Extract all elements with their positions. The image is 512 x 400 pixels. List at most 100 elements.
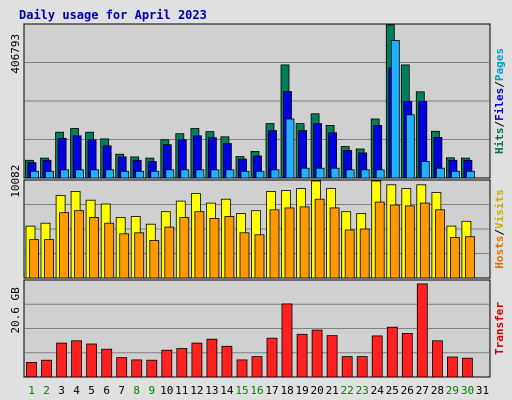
bar-pages-day-22	[345, 169, 355, 179]
x-tick-label-day-19: 19	[295, 384, 308, 397]
bar-transfer-day-22	[341, 356, 353, 378]
bar-pages-day-5	[90, 169, 99, 179]
bar-transfer-day-1	[26, 361, 37, 378]
series-pages	[30, 40, 475, 179]
x-tick-label-day-25: 25	[386, 384, 399, 397]
bar-pages-day-6	[105, 169, 115, 179]
bar-pages-day-19	[300, 167, 310, 179]
bar-transfer-day-9	[146, 359, 158, 378]
x-tick-label-day-13: 13	[205, 384, 218, 397]
bar-hosts-day-18	[284, 207, 295, 279]
bar-transfer-day-20	[311, 329, 323, 378]
panel-visits-ytick-label: 10082	[9, 165, 22, 198]
bar-hosts-day-3	[59, 212, 69, 279]
x-tick-label-day-12: 12	[190, 384, 203, 397]
panel-visits: 10082 Hosts/Visits	[9, 165, 506, 279]
x-tick-label-day-7: 7	[118, 384, 125, 397]
bar-hosts-day-16	[254, 234, 265, 279]
bar-hosts-day-10	[164, 226, 175, 279]
bar-pages-day-13	[210, 169, 220, 179]
bar-hosts-day-23	[359, 228, 370, 279]
x-tick-label-day-29: 29	[446, 384, 459, 397]
x-tick-label-day-30: 30	[461, 384, 474, 397]
bar-pages-day-14	[225, 169, 235, 179]
bar-transfer-day-16	[251, 356, 263, 378]
bar-hosts-day-28	[434, 209, 445, 279]
bar-hosts-day-20	[314, 198, 325, 279]
bar-hosts-day-30	[464, 236, 475, 279]
bar-pages-day-15	[240, 170, 250, 179]
bar-hosts-day-25	[389, 204, 400, 279]
bar-hosts-day-1	[29, 239, 39, 279]
bar-hosts-day-22	[344, 229, 355, 279]
chart-title: Daily usage for April 2023	[19, 8, 207, 22]
bar-pages-day-4	[75, 169, 84, 179]
bar-pages-day-27	[420, 161, 430, 179]
x-tick-label-day-22: 22	[341, 384, 354, 397]
bar-transfer-day-27	[416, 283, 428, 378]
series-hosts	[29, 198, 475, 279]
bar-hosts-day-24	[374, 201, 385, 279]
panel-transfer-legend: Transfer	[493, 302, 506, 355]
bar-transfer-day-13	[206, 338, 218, 378]
bar-transfer-day-2	[41, 359, 52, 378]
bar-transfer-day-12	[191, 342, 203, 378]
panel-transfer: 20.6 GB Transfer	[9, 279, 506, 378]
legend-separator: /	[493, 81, 506, 88]
bar-pages-day-29	[450, 170, 460, 179]
bar-transfer-day-7	[116, 357, 128, 378]
bar-hosts-day-29	[449, 237, 460, 279]
bar-transfer-day-14	[221, 345, 233, 378]
bar-hosts-day-19	[299, 206, 310, 279]
bar-transfer-day-4	[71, 340, 82, 378]
series-transfer	[26, 283, 473, 378]
bar-pages-day-1	[30, 170, 39, 179]
bar-hosts-day-5	[89, 217, 99, 279]
bar-transfer-day-30	[461, 357, 473, 378]
x-tick-label-day-27: 27	[416, 384, 429, 397]
chart-panels: 406793Hits/Files/Pages10082Hosts/Visits2…	[9, 23, 506, 378]
bar-pages-day-24	[375, 169, 385, 179]
bar-pages-day-28	[435, 167, 445, 179]
bar-pages-day-30	[465, 170, 475, 179]
bar-hosts-day-26	[404, 205, 415, 279]
bar-pages-day-3	[60, 169, 69, 179]
bar-transfer-day-17	[266, 337, 278, 378]
bar-transfer-day-3	[56, 342, 67, 378]
x-tick-label-day-21: 21	[326, 384, 339, 397]
legend-separator: /	[493, 229, 506, 236]
bar-pages-day-26	[405, 114, 415, 179]
bar-pages-day-10	[165, 169, 175, 179]
legend-transfer: Transfer	[493, 302, 506, 355]
bar-transfer-day-5	[86, 343, 97, 378]
legend-pages: Pages	[493, 48, 506, 81]
panel-hits-ytick-label: 406793	[9, 34, 22, 74]
bar-pages-day-17	[270, 169, 280, 179]
bar-pages-day-8	[135, 170, 145, 179]
bar-transfer-day-26	[401, 332, 413, 378]
bar-hosts-day-14	[224, 216, 235, 279]
bar-pages-day-25	[390, 40, 400, 179]
bar-transfer-day-23	[356, 356, 368, 378]
bar-pages-day-18	[285, 118, 295, 179]
x-axis: 1 2 3 4 5 6 7 8 9 10 11 12 13 14 15 16 17 18 19 20 21 22 23 24 2…	[28, 384, 489, 397]
legend-hits: Hits	[493, 128, 506, 155]
x-tick-label-day-18: 18	[280, 384, 293, 397]
legend-hosts: Hosts	[493, 236, 506, 269]
x-tick-label-day-10: 10	[160, 384, 173, 397]
bar-pages-day-11	[180, 169, 190, 179]
bar-transfer-day-28	[431, 340, 443, 378]
x-tick-label-day-4: 4	[73, 384, 80, 397]
x-tick-label-day-8: 8	[133, 384, 140, 397]
bar-pages-day-23	[360, 169, 370, 179]
bar-pages-day-21	[330, 167, 340, 179]
bar-transfer-day-10	[161, 349, 173, 378]
bar-hosts-day-15	[239, 232, 250, 279]
x-tick-label-day-9: 9	[148, 384, 155, 397]
bar-hosts-day-8	[134, 232, 145, 279]
bar-hosts-day-7	[119, 233, 130, 279]
x-tick-label-day-5: 5	[88, 384, 95, 397]
bar-transfer-day-19	[296, 333, 308, 378]
